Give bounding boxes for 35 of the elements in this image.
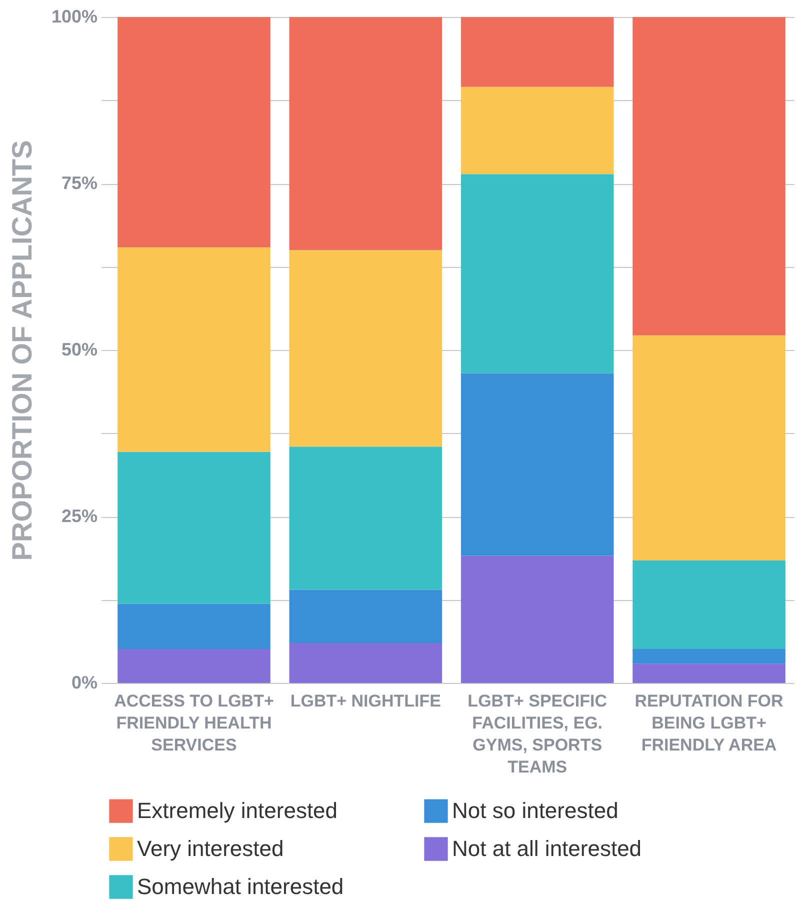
x-tick-label: LGBT+ NIGHTLIFE [290,692,441,710]
legend-label: Extremely interested [137,798,338,824]
bar [460,17,614,87]
bar [118,452,270,604]
bar [118,17,270,248]
bar [118,649,270,683]
bar [632,649,786,664]
bar [289,643,442,683]
bar [460,556,614,683]
bar [632,664,786,683]
y-tick-label: 75% [61,173,98,193]
bar [118,604,270,650]
y-axis-title: PROPORTION OF APPLICANTS [6,140,38,561]
legend-label: Not at all interested [452,836,642,861]
bar [289,17,442,250]
bar [289,590,442,644]
bar [632,335,786,560]
legend-label: Somewhat interested [137,874,344,899]
bar [632,560,786,650]
bar [460,373,614,556]
bar [289,250,442,447]
bar [289,446,442,590]
y-tick-label: 0% [71,672,98,692]
bar [118,247,270,452]
x-tick-label: ACCESS TO LGBT+ FRIENDLY HEALTH SERVICES [114,692,274,754]
bar [460,174,614,374]
legend-label: Very interested [137,836,284,861]
x-tick-label: LGBT+ SPECIFIC FACILITIES, EG. GYMS, SPORTS TEAMS [468,692,608,776]
legend-label: Not so interested [452,798,618,824]
y-tick-label: 25% [61,506,98,526]
x-tick-label: REPUTATION FOR BEING LGBT+ FRIENDLY AREA [634,692,784,754]
bar [460,86,614,174]
y-tick-label: 50% [61,340,98,360]
bar [632,17,786,336]
y-tick-label: 100% [51,6,98,26]
